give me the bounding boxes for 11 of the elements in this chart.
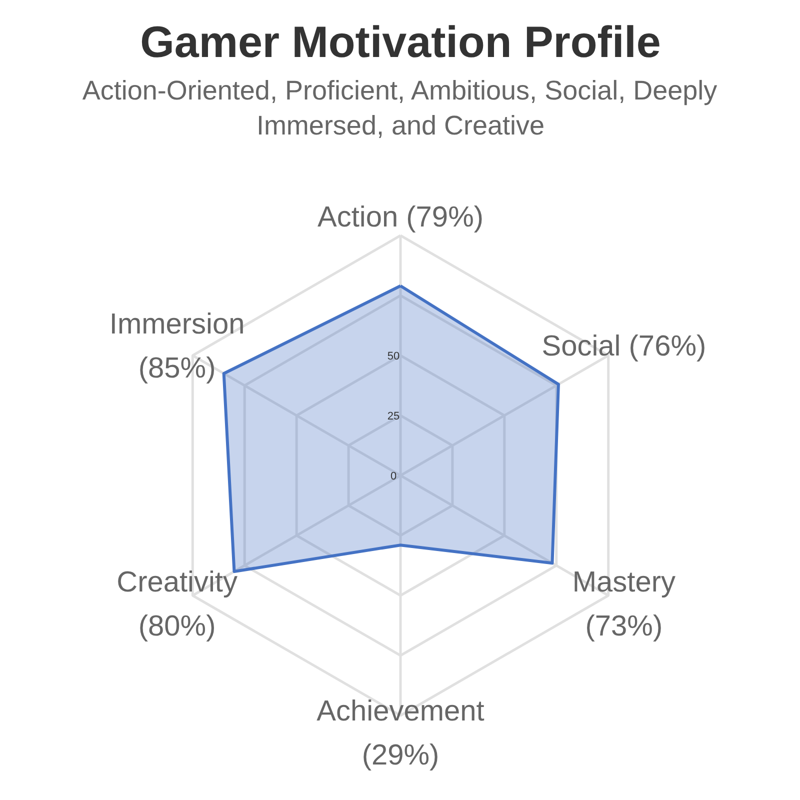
- y-tick-label: 0: [390, 470, 397, 482]
- y-tick-label: 25: [387, 410, 400, 422]
- spoke-label: Creativity (80%): [116, 566, 238, 642]
- chart-subtitle: Action-Oriented, Proficient, Ambitious, Social, Deeply Immersed, and Creative: [82, 76, 718, 140]
- spoke-label: Social (76%): [542, 330, 706, 362]
- spoke-label: Action (79%): [317, 202, 484, 234]
- y-tick-label: 50: [387, 350, 400, 362]
- spoke-label: Achievement (29%): [316, 696, 484, 772]
- spoke-label: Mastery (73%): [572, 566, 676, 642]
- chart-title: Gamer Motivation Profile: [140, 18, 661, 67]
- spoke-label: Immersion (85%): [109, 308, 245, 384]
